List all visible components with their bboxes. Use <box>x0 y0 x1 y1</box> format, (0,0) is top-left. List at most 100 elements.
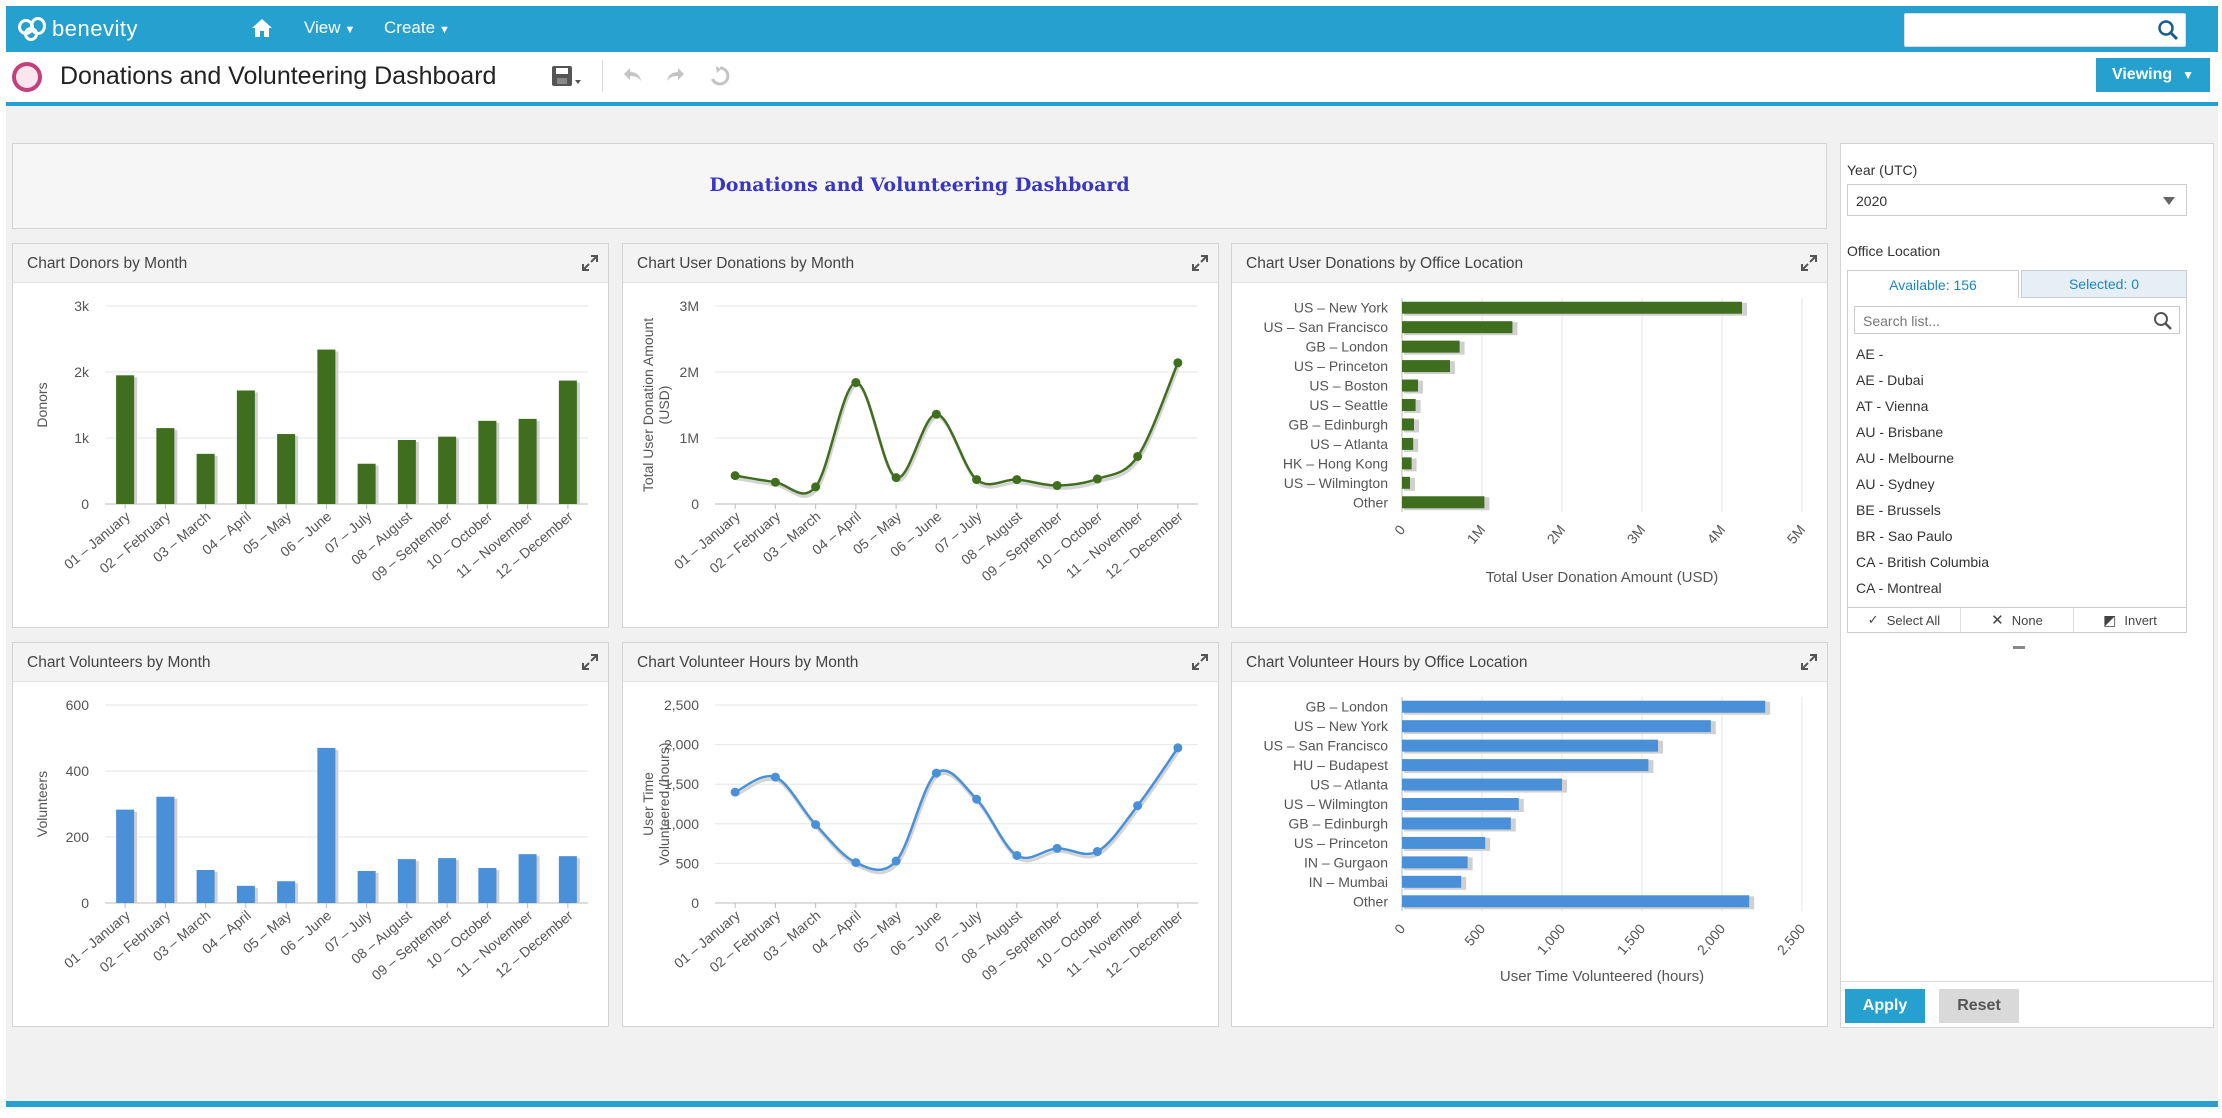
bar[interactable] <box>317 747 336 903</box>
search-icon[interactable] <box>2157 19 2179 41</box>
data-point[interactable] <box>851 858 861 868</box>
bar[interactable] <box>1402 360 1450 373</box>
list-item[interactable]: AE - <box>1856 346 1884 362</box>
bar[interactable] <box>1402 817 1511 830</box>
viewing-mode-dropdown[interactable]: Viewing ▼ <box>2096 58 2210 92</box>
bar[interactable] <box>1402 379 1418 392</box>
select-all-button[interactable]: ✓ Select All <box>1848 608 1961 632</box>
data-point[interactable] <box>811 482 821 492</box>
bar[interactable] <box>1402 875 1462 888</box>
bar[interactable] <box>1402 457 1412 470</box>
resize-handle[interactable] <box>2013 646 2025 649</box>
list-item[interactable]: AU - Sydney <box>1856 476 1935 492</box>
list-item[interactable]: CA - British Columbia <box>1856 554 1990 570</box>
undo-icon[interactable] <box>620 64 644 88</box>
global-search-input[interactable] <box>1904 13 2186 47</box>
view-menu[interactable]: View ▼ <box>304 18 355 38</box>
year-select[interactable]: 2020 <box>1847 184 2187 216</box>
data-point[interactable] <box>851 378 861 388</box>
bar[interactable] <box>277 434 296 504</box>
data-point[interactable] <box>1052 481 1062 491</box>
bar[interactable] <box>558 380 577 504</box>
bar[interactable] <box>478 420 497 504</box>
bar[interactable] <box>1402 778 1562 791</box>
bar[interactable] <box>236 390 255 504</box>
data-point[interactable] <box>1052 843 1062 853</box>
data-point[interactable] <box>1012 475 1022 485</box>
tab-available[interactable]: Available: 156 <box>1847 270 2019 298</box>
list-item[interactable]: AU - Brisbane <box>1856 424 1944 440</box>
data-point[interactable] <box>891 473 901 483</box>
data-point[interactable] <box>1092 847 1102 857</box>
bar[interactable] <box>518 854 537 903</box>
bar[interactable] <box>1402 437 1414 450</box>
bar[interactable] <box>357 463 376 504</box>
bar[interactable] <box>1402 895 1750 908</box>
bar[interactable] <box>397 439 416 504</box>
data-point[interactable] <box>770 477 780 487</box>
data-point[interactable] <box>972 794 982 804</box>
data-point[interactable] <box>730 471 740 481</box>
create-menu[interactable]: Create ▼ <box>384 18 450 38</box>
bar[interactable] <box>1402 759 1649 772</box>
home-button[interactable] <box>250 16 276 42</box>
expand-icon[interactable] <box>1799 253 1819 273</box>
bar[interactable] <box>1402 739 1658 752</box>
list-search-input[interactable]: Search list... <box>1854 306 2180 334</box>
invert-selection-button[interactable]: ◩ Invert <box>2074 608 2186 632</box>
data-point[interactable] <box>1092 474 1102 484</box>
bar[interactable] <box>156 796 175 903</box>
expand-icon[interactable] <box>580 253 600 273</box>
bar[interactable] <box>1402 856 1468 869</box>
data-point[interactable] <box>972 475 982 485</box>
bar[interactable] <box>558 856 577 903</box>
bar[interactable] <box>1402 321 1513 334</box>
bar[interactable] <box>1402 496 1485 509</box>
bar[interactable] <box>1402 399 1416 411</box>
search-icon[interactable] <box>2153 311 2173 331</box>
expand-icon[interactable] <box>1190 652 1210 672</box>
data-point[interactable] <box>1173 743 1183 753</box>
bar[interactable] <box>277 881 296 903</box>
list-item[interactable]: AE - Dubai <box>1856 372 1924 388</box>
data-point[interactable] <box>730 787 740 797</box>
bar[interactable] <box>1402 476 1410 489</box>
bar[interactable] <box>438 858 457 903</box>
list-item[interactable]: AU - Melbourne <box>1856 450 1955 466</box>
list-item[interactable]: BE - Brussels <box>1856 502 1941 518</box>
data-point[interactable] <box>931 768 941 778</box>
bar[interactable] <box>1402 700 1766 713</box>
bar[interactable] <box>397 859 416 903</box>
save-icon[interactable] <box>550 64 584 88</box>
expand-icon[interactable] <box>580 652 600 672</box>
data-point[interactable] <box>770 772 780 782</box>
list-item[interactable]: AT - Vienna <box>1856 398 1929 414</box>
bar[interactable] <box>438 436 457 504</box>
data-point[interactable] <box>891 856 901 866</box>
benevity-logo[interactable]: benevity <box>18 15 138 43</box>
data-point[interactable] <box>931 409 941 419</box>
data-point[interactable] <box>1133 801 1143 811</box>
bar[interactable] <box>1402 720 1711 733</box>
bar[interactable] <box>1402 301 1742 314</box>
bar[interactable] <box>1402 798 1519 810</box>
bar[interactable] <box>1402 340 1460 353</box>
bar[interactable] <box>1402 418 1414 431</box>
reset-button[interactable]: Reset <box>1939 989 2019 1023</box>
bar[interactable] <box>196 870 215 903</box>
list-item[interactable]: BR - Sao Paulo <box>1856 528 1953 544</box>
apply-button[interactable]: Apply <box>1845 989 1925 1023</box>
data-point[interactable] <box>1133 451 1143 461</box>
data-point[interactable] <box>811 820 821 830</box>
bar[interactable] <box>156 428 175 504</box>
select-none-button[interactable]: ✕ None <box>1961 608 2074 632</box>
revert-icon[interactable] <box>708 64 732 88</box>
bar[interactable] <box>1402 836 1486 849</box>
bar[interactable] <box>317 349 336 504</box>
bar[interactable] <box>116 375 135 504</box>
expand-icon[interactable] <box>1799 652 1819 672</box>
expand-icon[interactable] <box>1190 253 1210 273</box>
bar[interactable] <box>236 885 255 903</box>
bar[interactable] <box>116 809 135 903</box>
redo-icon[interactable] <box>664 64 688 88</box>
